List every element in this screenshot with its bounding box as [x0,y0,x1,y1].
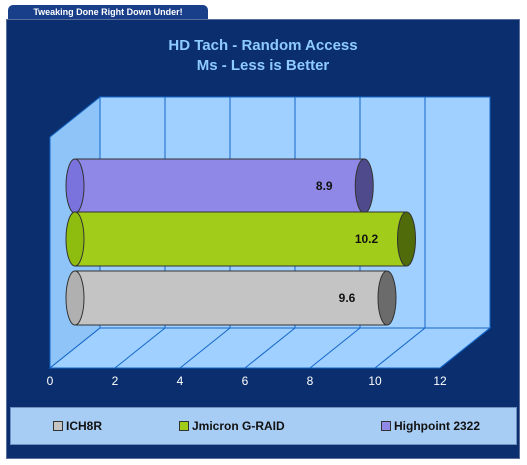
bar-end-cap [377,270,397,326]
x-tick-label: 8 [307,374,314,388]
legend-label: Highpoint 2322 [394,419,481,433]
legend-label: ICH8R [66,419,103,433]
x-tick-label: 6 [242,374,249,388]
bar-start-cap [65,211,85,267]
legend-item: Jmicron G-RAID [179,419,285,433]
bar-end-cap [354,158,374,214]
legend-item: Highpoint 2322 [381,419,480,433]
legend-label: Jmicron G-RAID [192,419,285,433]
x-tick-label: 4 [177,374,184,388]
legend-item: ICH8R [53,419,102,433]
x-tick-label: 2 [112,374,119,388]
legend-swatch [179,421,189,431]
gridline-floor [244,327,296,369]
gridline-floor [179,327,231,369]
x-tick-label: 12 [433,374,447,388]
x-tick-label: 10 [368,374,382,388]
chart-title: HD Tach - Random Access Ms - Less is Bet… [6,36,520,76]
x-tick-label: 0 [47,374,54,388]
bar-start-cap [65,158,85,214]
legend-swatch [381,421,391,431]
bar-start-cap [65,270,85,326]
bar-body [74,158,365,214]
chart-subtitle: Ms - Less is Better [196,57,330,74]
chart-legend: ICH8R Jmicron G-RAID Highpoint 2322 [10,407,517,445]
bar-value-label: 10.2 [355,232,379,246]
bar-end-cap [397,211,416,267]
bar-value-label: 8.9 [316,179,333,193]
site-tagline-tab: Tweaking Done Right Down Under! [8,5,208,20]
bar-value-label: 9.6 [339,291,356,305]
gridline-floor [114,327,166,369]
gridline-floor [439,327,491,369]
bar-body [74,270,388,326]
gridline-floor [309,327,361,369]
gridline-floor [374,327,426,369]
legend-swatch [53,421,63,431]
chart-title-line: HD Tach - Random Access [168,37,358,54]
